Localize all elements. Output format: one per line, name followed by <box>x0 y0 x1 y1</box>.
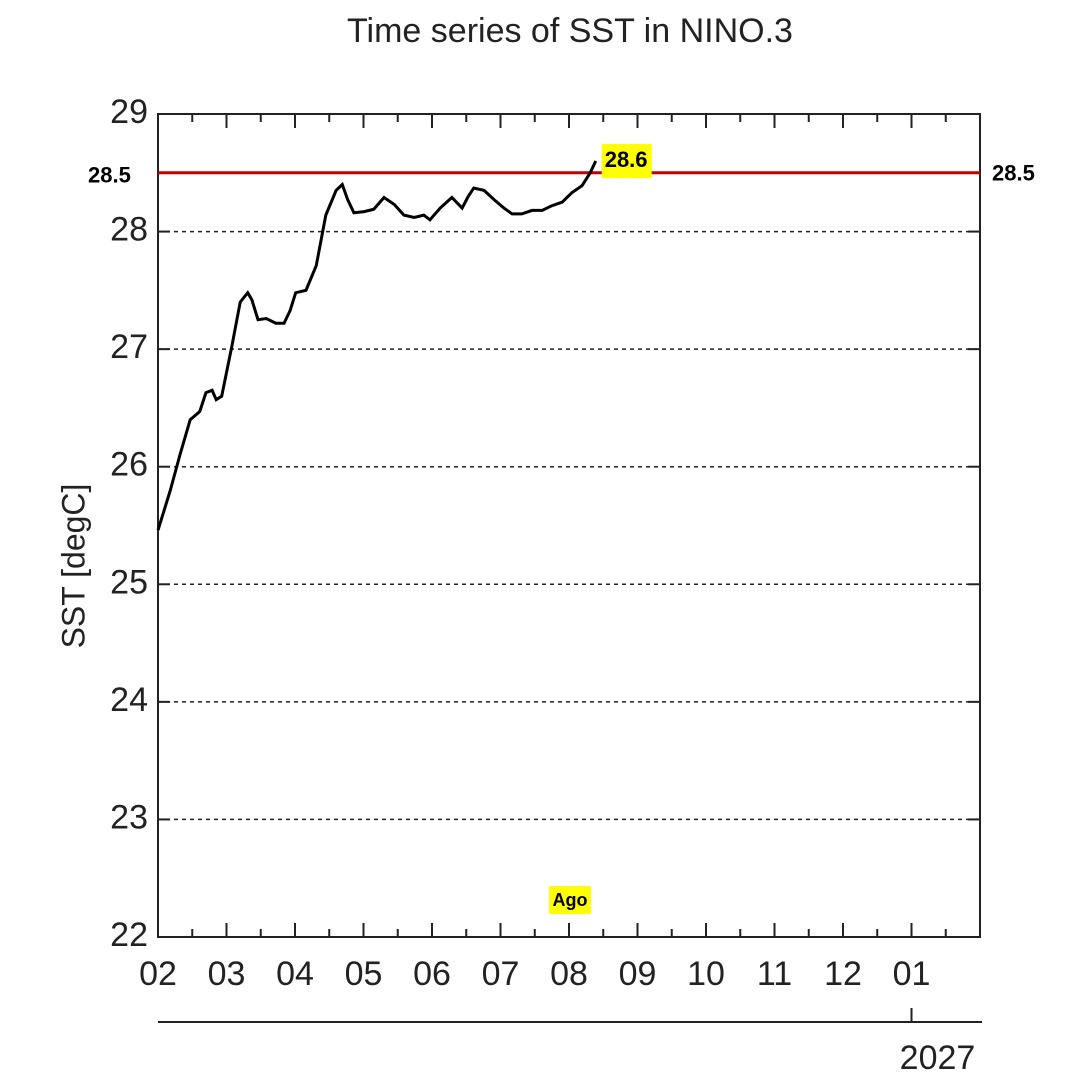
reference-label: 28.5 <box>992 161 1035 186</box>
x-tick-label: 06 <box>413 955 451 993</box>
plot-frame <box>157 113 981 938</box>
x-tick-label: 11 <box>757 955 792 993</box>
y-tick-label: 22 <box>110 916 148 954</box>
year-label: 2027 <box>900 1039 976 1077</box>
value-label: 28.6 <box>605 147 648 172</box>
annotation: Ago <box>553 890 588 910</box>
y-tick-label: 26 <box>110 446 148 484</box>
annotation-bg <box>549 886 591 914</box>
y-tick-label: 23 <box>110 798 148 836</box>
y-tick-label: 28 <box>110 211 148 249</box>
x-tick-label: 01 <box>893 955 931 993</box>
y-tick-label: 27 <box>110 328 148 366</box>
x-tick-label: 05 <box>345 955 383 993</box>
x-tick-label: 03 <box>208 955 246 993</box>
x-tick-label: 12 <box>824 955 862 993</box>
x-tick-label: 02 <box>139 955 177 993</box>
x-tick-label: 10 <box>687 955 725 993</box>
x-tick-label: 07 <box>482 955 520 993</box>
y-tick-label: 29 <box>110 93 148 131</box>
chart-title: Time series of SST in NINO.3 <box>347 12 793 50</box>
y-tick-label: 25 <box>110 563 148 601</box>
x-tick-label: 08 <box>550 955 588 993</box>
data-line <box>156 160 598 531</box>
x-tick-label: 04 <box>276 955 314 993</box>
x-tick-label: 09 <box>619 955 657 993</box>
value-label-bg <box>601 144 652 179</box>
y-tick-label: 24 <box>110 681 148 719</box>
y-axis-label: SST [degC] <box>55 484 91 649</box>
reference-label: 28.5 <box>88 163 131 188</box>
